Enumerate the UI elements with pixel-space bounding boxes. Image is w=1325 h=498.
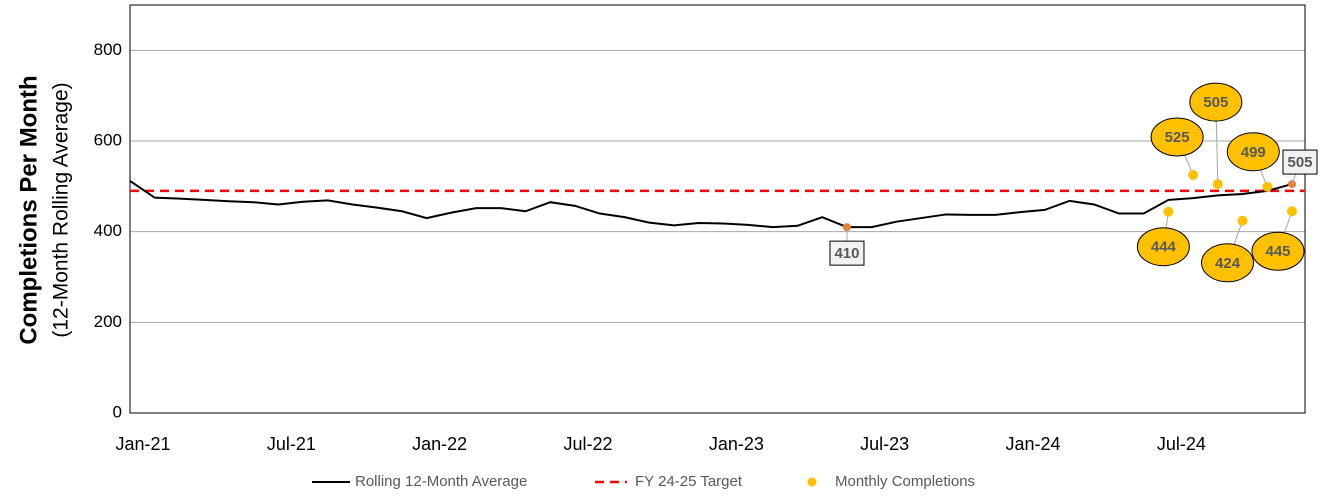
data-label-bubble bbox=[1189, 82, 1243, 122]
y-tick-label: 800 bbox=[94, 40, 122, 59]
x-tick-label: Jan-24 bbox=[1006, 434, 1061, 454]
legend-swatch bbox=[807, 477, 817, 487]
legend-label: Rolling 12-Month Average bbox=[355, 473, 527, 490]
data-label: 424 bbox=[1215, 255, 1241, 272]
x-tick-label: Jan-21 bbox=[115, 434, 170, 454]
data-label: 410 bbox=[834, 245, 859, 262]
x-tick-label: Jul-21 bbox=[267, 434, 316, 454]
data-label-box bbox=[1282, 149, 1318, 175]
data-label: 505 bbox=[1203, 94, 1228, 111]
data-label: 445 bbox=[1265, 243, 1290, 260]
rolling-line bbox=[129, 180, 1293, 229]
y-tick-label: 0 bbox=[113, 402, 122, 421]
monthly-point bbox=[1212, 179, 1223, 190]
data-label-bubble bbox=[1226, 132, 1280, 172]
x-tick-label: Jul-22 bbox=[564, 434, 613, 454]
y-tick-label: 200 bbox=[94, 312, 122, 331]
data-label-bubble bbox=[1150, 117, 1204, 157]
data-label: 499 bbox=[1241, 144, 1266, 161]
legend-label: Monthly Completions bbox=[835, 473, 975, 490]
plot-border bbox=[129, 4, 1306, 414]
monthly-point bbox=[1188, 170, 1199, 180]
y-axis-subtitle: (12-Month Rolling Average) bbox=[50, 82, 73, 337]
x-tick-label: Jan-23 bbox=[709, 434, 764, 454]
y-tick-label: 600 bbox=[94, 130, 122, 149]
x-tick-label: Jul-24 bbox=[1157, 434, 1206, 454]
data-label: 525 bbox=[1165, 129, 1190, 146]
data-label-box bbox=[829, 240, 865, 266]
y-axis-title: Completions Per Month bbox=[15, 75, 42, 344]
data-label-bubble bbox=[1251, 231, 1305, 271]
data-label-bubble bbox=[1201, 243, 1255, 283]
monthly-point bbox=[1237, 215, 1248, 226]
monthly-point bbox=[1262, 181, 1273, 192]
legend-label: FY 24-25 Target bbox=[635, 473, 743, 490]
x-tick-label: Jul-23 bbox=[860, 434, 909, 454]
x-tick-label: Jan-22 bbox=[412, 434, 467, 454]
monthly-point bbox=[1163, 206, 1174, 217]
data-label: 505 bbox=[1287, 154, 1312, 171]
monthly-point bbox=[1287, 206, 1297, 217]
data-label: 444 bbox=[1151, 239, 1177, 256]
data-label-bubble bbox=[1136, 227, 1190, 267]
y-tick-label: 400 bbox=[94, 221, 122, 240]
